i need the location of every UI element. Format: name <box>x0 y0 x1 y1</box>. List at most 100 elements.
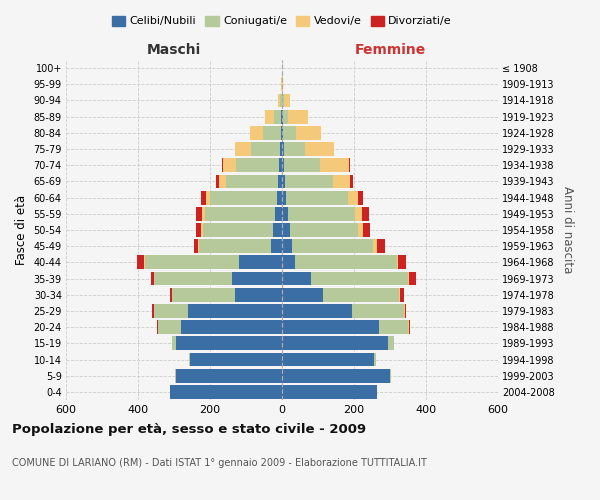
Bar <box>145 256 239 270</box>
Bar <box>347 190 358 204</box>
Bar <box>295 256 397 270</box>
Bar <box>282 223 290 237</box>
Text: Maschi: Maschi <box>147 43 201 57</box>
Bar <box>282 142 284 156</box>
Bar <box>172 336 176 350</box>
Bar <box>219 174 226 188</box>
Bar <box>282 240 292 253</box>
Bar <box>397 256 398 270</box>
Bar <box>409 320 410 334</box>
Bar <box>286 190 347 204</box>
Bar <box>235 288 282 302</box>
Bar <box>350 174 353 188</box>
Bar <box>283 110 288 124</box>
Bar <box>188 304 282 318</box>
Bar <box>288 110 308 124</box>
Bar <box>390 369 391 382</box>
Bar <box>172 288 235 302</box>
Bar <box>281 126 282 140</box>
Bar <box>251 142 280 156</box>
Bar <box>282 256 295 270</box>
Bar <box>282 369 390 382</box>
Bar <box>205 207 275 220</box>
Text: Femmine: Femmine <box>355 43 425 57</box>
Bar <box>281 78 282 91</box>
Bar <box>285 174 334 188</box>
Y-axis label: Anni di nascita: Anni di nascita <box>562 186 574 274</box>
Bar <box>223 158 236 172</box>
Bar <box>280 94 282 108</box>
Bar <box>239 256 282 270</box>
Bar <box>198 240 199 253</box>
Bar <box>409 272 416 285</box>
Bar <box>282 272 311 285</box>
Text: COMUNE DI LARIANO (RM) - Dati ISTAT 1° gennaio 2009 - Elaborazione TUTTITALIA.IT: COMUNE DI LARIANO (RM) - Dati ISTAT 1° g… <box>12 458 427 468</box>
Bar <box>281 110 282 124</box>
Bar <box>273 223 282 237</box>
Bar <box>201 223 203 237</box>
Bar <box>206 190 210 204</box>
Bar <box>334 174 350 188</box>
Bar <box>190 352 282 366</box>
Bar <box>292 240 373 253</box>
Bar <box>408 320 409 334</box>
Bar <box>226 174 278 188</box>
Bar <box>284 94 290 108</box>
Bar <box>320 158 349 172</box>
Bar <box>282 304 352 318</box>
Bar <box>196 207 202 220</box>
Bar <box>216 174 219 188</box>
Bar <box>232 272 282 285</box>
Bar <box>405 304 406 318</box>
Bar <box>221 158 223 172</box>
Bar <box>363 223 370 237</box>
Bar <box>305 142 334 156</box>
Bar <box>282 126 283 140</box>
Bar <box>352 304 404 318</box>
Bar <box>282 174 285 188</box>
Bar <box>154 272 232 285</box>
Bar <box>282 110 283 124</box>
Bar <box>196 223 201 237</box>
Bar <box>379 320 408 334</box>
Bar <box>151 272 154 285</box>
Bar <box>176 369 282 382</box>
Bar <box>236 158 279 172</box>
Bar <box>388 336 394 350</box>
Bar <box>137 256 145 270</box>
Bar <box>282 207 289 220</box>
Bar <box>284 158 320 172</box>
Bar <box>279 158 282 172</box>
Bar <box>170 385 282 399</box>
Bar <box>400 288 404 302</box>
Bar <box>152 304 154 318</box>
Bar <box>282 352 374 366</box>
Bar <box>275 207 282 220</box>
Bar <box>311 272 408 285</box>
Bar <box>282 94 284 108</box>
Bar <box>202 190 206 204</box>
Bar <box>170 288 172 302</box>
Y-axis label: Fasce di età: Fasce di età <box>15 195 28 265</box>
Bar <box>362 207 369 220</box>
Bar <box>278 174 282 188</box>
Bar <box>282 385 377 399</box>
Bar <box>271 240 282 253</box>
Bar <box>283 126 296 140</box>
Bar <box>280 142 282 156</box>
Bar <box>282 78 283 91</box>
Bar <box>277 190 282 204</box>
Text: Popolazione per età, sesso e stato civile - 2009: Popolazione per età, sesso e stato civil… <box>12 422 366 436</box>
Bar <box>210 190 277 204</box>
Bar <box>282 158 284 172</box>
Bar <box>282 190 286 204</box>
Bar <box>199 240 271 253</box>
Bar <box>157 320 158 334</box>
Bar <box>358 223 363 237</box>
Bar <box>282 320 379 334</box>
Bar <box>154 304 188 318</box>
Bar <box>408 272 409 285</box>
Bar <box>202 207 205 220</box>
Bar <box>203 223 273 237</box>
Bar <box>377 240 385 253</box>
